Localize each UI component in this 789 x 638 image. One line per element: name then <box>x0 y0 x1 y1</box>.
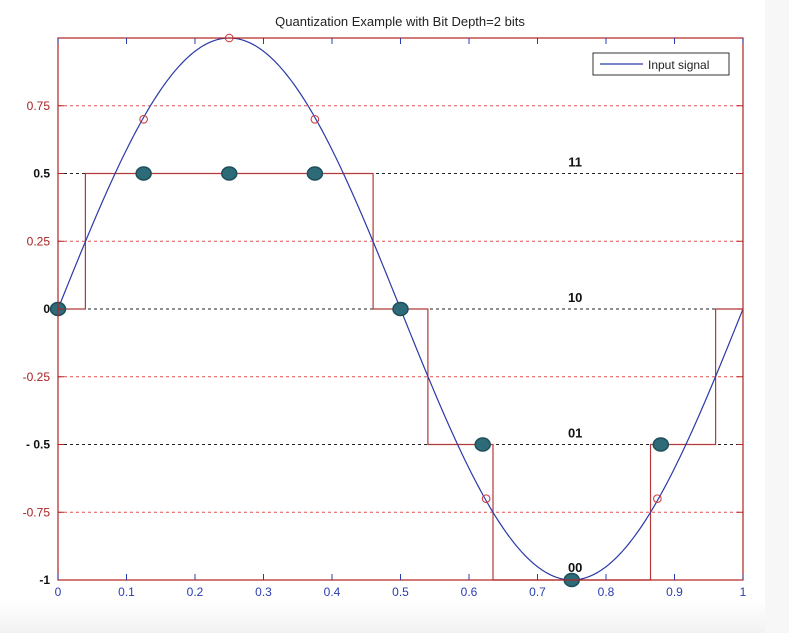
x-tick-label: 0 <box>55 585 62 599</box>
x-tick-label: 0.2 <box>187 585 204 599</box>
y-tick-label: -0.25 <box>23 370 51 384</box>
quantized-staircase-line <box>58 172 743 581</box>
level-code-label: 11 <box>568 155 582 170</box>
level-code-labels: 11 10 01 00 <box>568 155 582 576</box>
x-tick-label: 0.1 <box>118 585 135 599</box>
level-code-label: 00 <box>568 560 582 575</box>
y-tick-label: - 0.5 <box>26 438 50 452</box>
legend-label-input-signal: Input signal <box>648 58 709 72</box>
quantized-staircase <box>58 172 743 581</box>
original-sample-marker <box>139 115 148 124</box>
x-tick-labels: 0 0.1 0.2 0.3 0.4 0.5 0.6 0.7 0.8 0.9 1 <box>55 585 747 599</box>
level-code-label: 10 <box>568 290 582 305</box>
sample-point <box>392 301 409 317</box>
level-code-label: 01 <box>568 426 582 441</box>
threshold-lines <box>58 105 743 513</box>
sample-point <box>474 437 491 452</box>
x-tick-label: 1 <box>740 585 747 599</box>
y-tick-label: 0.25 <box>27 234 51 248</box>
y-tick-label: -0.75 <box>23 505 51 519</box>
chart-title: Quantization Example with Bit Depth=2 bi… <box>275 14 525 29</box>
x-tick-label: 0.4 <box>324 585 341 599</box>
sample-point <box>135 166 152 181</box>
y-tick-label: -1 <box>39 573 50 587</box>
original-sample-marker <box>481 494 491 504</box>
sample-point <box>306 166 324 181</box>
y-tick-labels: 0.75 0.5 0.25 0 -0.25 - 0.5 -0.75 -1 <box>23 99 51 587</box>
x-tick-label: 0.5 <box>392 585 409 599</box>
original-sample-marker <box>653 494 662 504</box>
bottom-fade <box>0 600 789 633</box>
legend: Input signal <box>592 52 730 76</box>
original-samples <box>139 33 662 504</box>
x-tick-label: 0.6 <box>461 585 478 599</box>
axes <box>57 37 744 581</box>
x-tick-label: 0.7 <box>529 585 546 599</box>
sample-points <box>49 166 670 588</box>
x-tick-label: 0.9 <box>666 585 683 599</box>
y-tick-label: 0.75 <box>27 99 51 113</box>
right-margin <box>765 0 789 633</box>
original-sample-marker <box>310 115 320 124</box>
x-tick-label: 0.8 <box>598 585 615 599</box>
y-tick-label: 0 <box>43 302 50 316</box>
sample-point <box>652 437 670 452</box>
legend-box <box>592 52 730 76</box>
x-tick-label: 0.3 <box>255 585 272 599</box>
y-tick-label: 0.5 <box>33 167 50 181</box>
sample-point <box>221 166 238 181</box>
